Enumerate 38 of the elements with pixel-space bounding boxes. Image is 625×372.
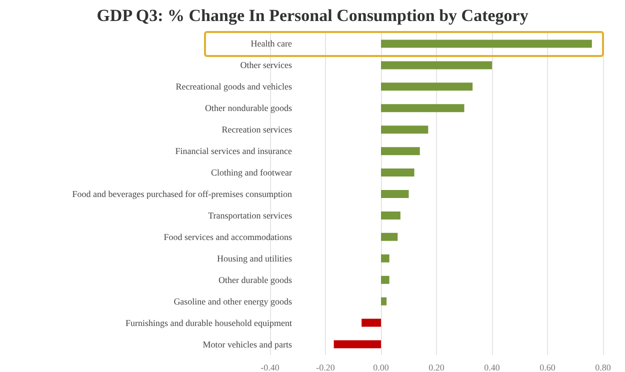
y-tick-label: Other durable goods <box>218 274 292 285</box>
y-tick-label: Other nondurable goods <box>205 103 292 114</box>
y-tick-label: Housing and utilities <box>217 253 292 264</box>
y-tick-label: Health care <box>250 38 292 49</box>
y-tick-label: Recreational goods and vehicles <box>176 82 292 92</box>
y-tick-label: Gasoline and other energy goods <box>174 296 292 306</box>
bar <box>381 147 420 156</box>
bar <box>381 40 592 48</box>
y-tick-label: Other services <box>240 60 292 70</box>
y-tick-label: Recreation services <box>222 124 292 135</box>
bar <box>381 126 428 134</box>
y-tick-label: Food and beverages purchased for off-premises consumption <box>72 189 292 199</box>
x-tick-label: 0.00 <box>373 362 390 372</box>
bar <box>334 340 381 348</box>
bar <box>381 168 414 177</box>
bar <box>381 190 409 198</box>
y-tick-label: Furnishings and durable household equipment <box>126 318 292 328</box>
bar <box>381 61 492 70</box>
y-tick-label: Motor vehicles and parts <box>202 339 292 350</box>
bar <box>362 318 381 327</box>
bar <box>381 211 400 220</box>
x-tick-label: 0.20 <box>428 362 445 372</box>
x-tick-label: -0.40 <box>260 362 280 372</box>
x-tick-label: 0.60 <box>540 362 556 372</box>
chart-title: GDP Q3: % Change In Personal Consumption by Category <box>96 6 529 25</box>
bar <box>381 254 390 262</box>
x-tick-label: 0.80 <box>595 362 612 372</box>
bar <box>381 276 390 284</box>
x-tick-label: 0.40 <box>484 362 500 372</box>
bar <box>381 297 387 306</box>
bar <box>381 82 473 91</box>
y-tick-label: Clothing and footwear <box>211 168 292 178</box>
y-tick-label: Financial services and insurance <box>175 146 292 156</box>
bar <box>381 232 398 241</box>
y-tick-label: Food services and accommodations <box>164 232 292 242</box>
bar <box>381 104 464 112</box>
y-tick-label: Transportation services <box>208 210 292 220</box>
x-tick-label: -0.20 <box>316 362 336 372</box>
